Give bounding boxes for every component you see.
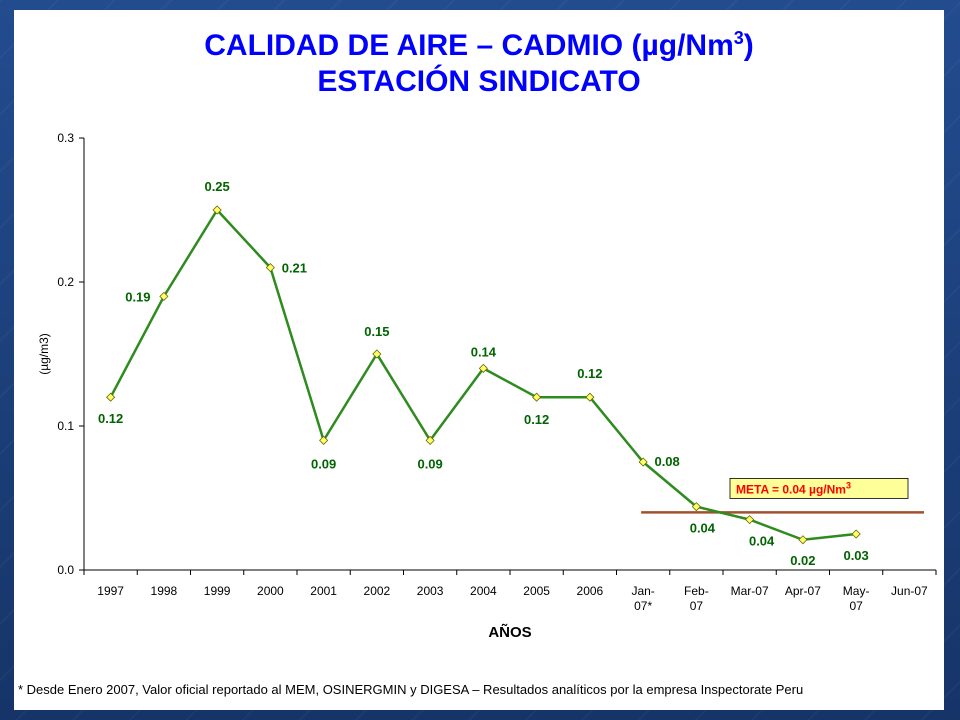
x-axis-label: AÑOS xyxy=(488,623,531,641)
title-line-1-close: ) xyxy=(743,29,754,62)
data-point-marker xyxy=(745,515,755,525)
data-point-marker xyxy=(372,349,382,359)
title-superscript: 3 xyxy=(733,28,744,48)
x-tick-label-line: Apr-07 xyxy=(785,584,821,598)
data-point-marker xyxy=(532,392,542,402)
title-line-2: ESTACIÓN SINDICATO xyxy=(317,65,641,98)
y-tick-label: 0.3 xyxy=(57,131,74,145)
x-tick-label-line: Jan- xyxy=(631,584,654,598)
x-tick-label-line: 07 xyxy=(690,599,704,613)
data-label: 0.25 xyxy=(204,179,229,194)
x-tick-label: 1998 xyxy=(151,584,178,598)
x-tick-label: 2000 xyxy=(257,584,284,598)
data-label: 0.04 xyxy=(690,521,716,536)
x-tick-label-line: Jun-07 xyxy=(891,584,928,598)
data-label: 0.09 xyxy=(311,456,336,471)
meta-label-box xyxy=(729,477,909,499)
data-label: 0.03 xyxy=(843,548,868,563)
data-point-marker xyxy=(638,457,648,467)
data-label: 0.12 xyxy=(98,411,123,426)
x-tick-label-line: 1999 xyxy=(204,584,231,598)
chart-title: CALIDAD DE AIRE – CADMIO (µg/Nm3) ESTACI… xyxy=(14,20,944,100)
data-point-marker xyxy=(106,392,116,402)
x-tick-label-line: 2006 xyxy=(577,584,604,598)
data-point-marker xyxy=(425,435,435,445)
data-point-marker xyxy=(585,392,595,402)
data-label: 0.08 xyxy=(654,454,679,469)
slide: CALIDAD DE AIRE – CADMIO (µg/Nm3) ESTACI… xyxy=(14,10,944,710)
x-tick-label-line: Mar-07 xyxy=(731,584,769,598)
x-tick-label-line: 2002 xyxy=(364,584,391,598)
data-label: 0.12 xyxy=(577,366,602,381)
x-tick-label: Jun-07 xyxy=(891,584,928,598)
y-tick-label: 0.0 xyxy=(57,563,74,577)
x-tick-label: 2005 xyxy=(523,584,550,598)
x-tick-label: 1997 xyxy=(97,584,124,598)
line-chart: 0.0 0.1 0.2 0.3 1997 1998 1999 2000 2001 2002 2003… xyxy=(37,131,937,641)
data-point-marker xyxy=(691,502,701,512)
x-tick-label-line: 07 xyxy=(849,599,863,613)
x-tick-label: Feb-07 xyxy=(684,584,709,613)
data-label: 0.12 xyxy=(524,412,549,427)
x-tick-label-line: Feb- xyxy=(684,584,709,598)
data-point-marker xyxy=(798,535,808,545)
x-tick-label-line: 2004 xyxy=(470,584,497,598)
x-tick-label-line: 1997 xyxy=(97,584,124,598)
data-label: 0.09 xyxy=(417,456,442,471)
x-tick-label: Jan-07* xyxy=(631,584,654,613)
data-label: 0.04 xyxy=(749,534,775,549)
x-tick-label-line: May- xyxy=(843,584,870,598)
data-point-marker xyxy=(212,205,222,215)
title-line-1: CALIDAD DE AIRE – CADMIO (µg/Nm3) xyxy=(14,20,944,64)
data-label: 0.14 xyxy=(471,344,497,359)
data-label: 0.19 xyxy=(125,289,150,304)
x-tick-label: 2003 xyxy=(417,584,444,598)
x-tick-label: Apr-07 xyxy=(785,584,821,598)
x-tick-label: Mar-07 xyxy=(731,584,769,598)
x-tick-label-line: 2001 xyxy=(310,584,337,598)
data-point-marker xyxy=(265,263,275,273)
x-tick-label: 2006 xyxy=(577,584,604,598)
x-tick-label: May-07 xyxy=(843,584,870,613)
x-tick-label: 2002 xyxy=(364,584,391,598)
x-tick-label: 1999 xyxy=(204,584,231,598)
data-label: 0.15 xyxy=(364,324,389,339)
data-point-marker xyxy=(851,529,861,539)
data-point-marker xyxy=(319,435,329,445)
x-tick-label-line: 1998 xyxy=(151,584,178,598)
data-label: 0.21 xyxy=(282,261,307,276)
y-tick-label: 0.2 xyxy=(57,275,74,289)
x-tick-label: 2004 xyxy=(470,584,497,598)
y-axis-label: (µg/m3) xyxy=(37,333,51,375)
x-tick-label-line: 07* xyxy=(634,599,652,613)
data-point-marker xyxy=(159,291,169,301)
title-line-1-text: CALIDAD DE AIRE – CADMIO (µg/Nm xyxy=(204,29,734,62)
data-point-marker xyxy=(478,363,488,373)
x-tick-label: 2001 xyxy=(310,584,337,598)
data-label: 0.02 xyxy=(790,553,815,568)
x-tick-label-line: 2003 xyxy=(417,584,444,598)
meta-label-superscript: 3 xyxy=(846,480,851,490)
plot-area: 0.0 0.1 0.2 0.3 1997 1998 1999 2000 2001 2002 2003… xyxy=(37,131,937,641)
x-tick-label-line: 2005 xyxy=(523,584,550,598)
x-tick-label-line: 2000 xyxy=(257,584,284,598)
meta-label: META = 0.04 µg/Nm3 xyxy=(736,480,851,496)
y-tick-label: 0.1 xyxy=(57,419,74,433)
meta-label-text: META = 0.04 µg/Nm xyxy=(736,482,846,496)
footnote: * Desde Enero 2007, Valor oficial report… xyxy=(18,682,804,697)
